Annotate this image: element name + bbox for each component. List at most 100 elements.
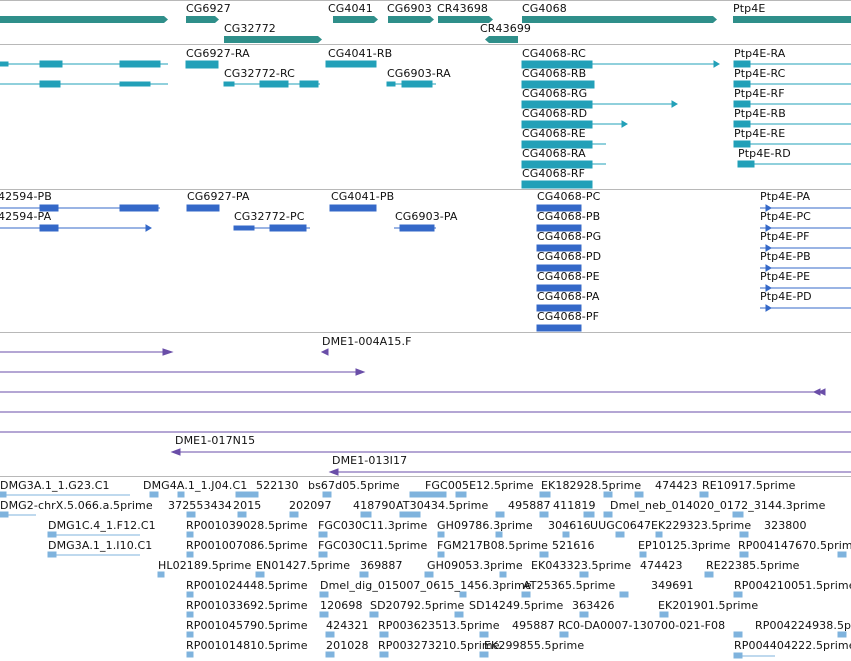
est-feature[interactable] xyxy=(186,591,743,598)
protein-label[interactable]: CG32772-PC xyxy=(234,210,305,223)
est-feature[interactable] xyxy=(157,571,714,578)
clone-label[interactable]: DME1-004A15.F xyxy=(322,335,412,348)
est-label[interactable]: RP001033692.5prime xyxy=(186,599,308,612)
mrna-label[interactable]: CG32772-RC xyxy=(224,67,295,80)
gene-feature[interactable] xyxy=(485,36,518,43)
est-feature[interactable] xyxy=(455,491,467,498)
est-feature[interactable] xyxy=(409,491,447,498)
protein-feature[interactable] xyxy=(760,224,851,232)
protein-label[interactable]: CG6927-PA xyxy=(187,190,250,203)
est-label[interactable]: 495887 xyxy=(512,619,555,632)
mrna-feature[interactable] xyxy=(325,60,377,68)
mrna-feature[interactable] xyxy=(521,180,593,189)
protein-feature[interactable] xyxy=(0,224,152,232)
mrna-label[interactable]: CG4068-RD xyxy=(522,107,588,120)
est-label[interactable]: 372553434 xyxy=(168,499,232,512)
mrna-label[interactable]: CG4068-RC xyxy=(522,47,586,60)
gene-feature[interactable] xyxy=(522,16,717,23)
gene-label[interactable]: CR43699 xyxy=(480,22,532,35)
mrna-feature[interactable] xyxy=(0,80,168,88)
mrna-feature[interactable] xyxy=(386,80,436,88)
est-feature[interactable] xyxy=(495,511,744,518)
mrna-track[interactable]: CG6927-RA CG32772-RC CG4041-RB CG6903-RA… xyxy=(0,45,851,189)
est-label[interactable]: 304616 xyxy=(548,519,591,532)
mrna-label[interactable]: Ptp4E-RC xyxy=(734,67,786,80)
est-label[interactable]: UUGC0647 xyxy=(590,519,652,532)
est-label[interactable]: 369887 xyxy=(360,559,403,572)
est-label[interactable]: 201028 xyxy=(326,639,369,652)
est-label[interactable]: 349691 xyxy=(651,579,694,592)
protein-feature[interactable] xyxy=(536,324,582,332)
mrna-feature[interactable] xyxy=(223,80,320,88)
est-label[interactable]: 522130 xyxy=(256,479,299,492)
mrna-label[interactable]: CG6903-RA xyxy=(387,67,451,80)
est-label[interactable]: DMG3A.1_1.I10.C1 xyxy=(48,539,153,552)
est-feature[interactable] xyxy=(539,491,613,498)
gene-track[interactable]: CG6927 CG32772 CG4041 CG6903 CR43698 CR4… xyxy=(0,0,851,44)
est-label[interactable]: FGM217B08.5prime xyxy=(437,539,549,552)
est-label[interactable]: RP003623513.5prime xyxy=(378,619,500,632)
mrna-label[interactable]: Ptp4E-RF xyxy=(734,87,785,100)
gene-feature[interactable] xyxy=(438,16,493,23)
gene-label[interactable]: CR43698 xyxy=(437,2,489,15)
est-feature[interactable] xyxy=(634,491,709,498)
est-label[interactable]: AT30434.5prime xyxy=(396,499,489,512)
protein-label[interactable]: CG4068-PA xyxy=(537,290,600,303)
protein-label[interactable]: CG4041-PB xyxy=(331,190,395,203)
protein-feature[interactable] xyxy=(536,284,582,292)
gene-feature[interactable] xyxy=(388,16,434,23)
est-label[interactable]: RP003273210.5prime xyxy=(378,639,500,652)
est-label[interactable]: RP001045790.5prime xyxy=(186,619,308,632)
gene-label[interactable]: CG32772 xyxy=(224,22,276,35)
est-label[interactable]: RP001014810.5prime xyxy=(186,639,308,652)
mrna-label[interactable]: CG4068-RA xyxy=(522,147,586,160)
gene-feature[interactable] xyxy=(733,16,851,23)
est-label[interactable]: DMG1C.4_1.F12.C1 xyxy=(48,519,156,532)
clone-feature[interactable] xyxy=(170,448,851,456)
est-label[interactable]: 323800 xyxy=(764,519,807,532)
est-label[interactable]: RP004147670.5prime xyxy=(738,539,851,552)
mrna-feature[interactable] xyxy=(0,60,168,68)
mrna-label[interactable]: CG4041-RB xyxy=(328,47,393,60)
est-label[interactable]: 120698 xyxy=(320,599,363,612)
est-label[interactable]: RP004224938.5prime xyxy=(755,619,851,632)
protein-feature[interactable] xyxy=(233,224,310,232)
est-label[interactable]: RP001039028.5prime xyxy=(186,519,308,532)
est-label[interactable]: EK229323.5prime xyxy=(651,519,752,532)
protein-feature[interactable] xyxy=(0,204,160,212)
gene-feature[interactable] xyxy=(0,16,168,23)
est-feature[interactable] xyxy=(322,491,332,498)
protein-label[interactable]: 42594-PB xyxy=(0,190,52,203)
protein-feature[interactable] xyxy=(760,304,851,312)
est-label[interactable]: 521616 xyxy=(552,539,595,552)
est-label[interactable]: RP001007086.5prime xyxy=(186,539,308,552)
mrna-feature[interactable] xyxy=(733,80,851,88)
est-label[interactable]: FGC005E12.5prime xyxy=(425,479,534,492)
protein-feature[interactable] xyxy=(536,224,582,232)
est-label[interactable]: EP10125.3prime xyxy=(638,539,731,552)
est-label[interactable]: DMG4A.1_1.J04.C1 xyxy=(143,479,248,492)
mrna-feature[interactable] xyxy=(737,160,851,168)
clone-label[interactable]: DME1-017N15 xyxy=(175,434,256,447)
protein-feature[interactable] xyxy=(329,204,377,212)
est-feature[interactable] xyxy=(47,531,749,538)
mrna-feature[interactable] xyxy=(733,120,851,128)
protein-feature[interactable] xyxy=(760,244,851,252)
est-label[interactable]: FGC030C11.3prime xyxy=(318,519,428,532)
gene-label[interactable]: CG4041 xyxy=(328,2,373,15)
mrna-label[interactable]: CG4068-RE xyxy=(522,127,586,140)
mrna-label[interactable]: Ptp4E-RE xyxy=(734,127,786,140)
mrna-feature[interactable] xyxy=(733,140,851,148)
clone-feature[interactable] xyxy=(0,388,826,396)
est-label[interactable]: FGC030C11.5prime xyxy=(318,539,428,552)
est-label[interactable]: 474423 xyxy=(655,479,698,492)
protein-feature[interactable] xyxy=(760,264,851,272)
clone-feature[interactable] xyxy=(0,368,366,376)
protein-label[interactable]: Ptp4E-PA xyxy=(760,190,811,203)
est-label[interactable]: bs67d05.5prime xyxy=(308,479,400,492)
clone-label[interactable]: DME1-013I17 xyxy=(332,454,408,467)
gene-label[interactable]: CG6927 xyxy=(186,2,231,15)
mrna-label[interactable]: Ptp4E-RB xyxy=(734,107,786,120)
est-track[interactable]: DMG3A.1_1.G23.C1 DMG4A.1_1.J04.C1 522130… xyxy=(0,477,851,661)
est-label[interactable]: SD14249.5prime xyxy=(469,599,564,612)
